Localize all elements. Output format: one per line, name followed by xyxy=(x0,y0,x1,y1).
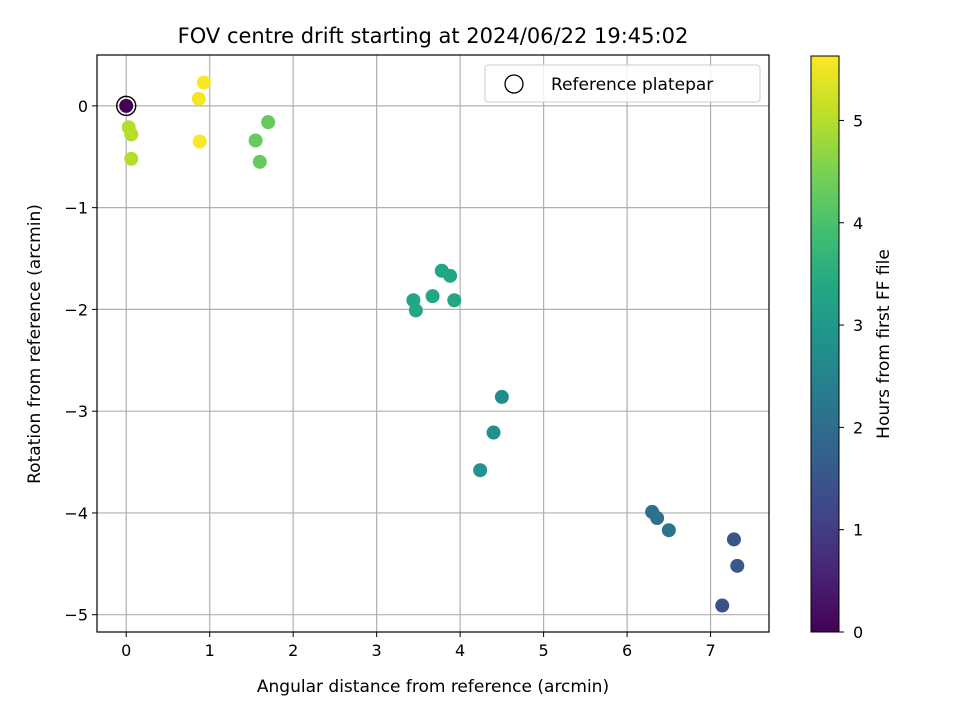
x-tick-label: 6 xyxy=(622,641,632,660)
data-point xyxy=(248,133,263,148)
y-tick-label: −4 xyxy=(64,504,88,523)
legend-entry-reference-platepar: Reference platepar xyxy=(551,75,713,95)
data-point xyxy=(443,268,458,283)
y-axis: 0 −1 −2 −3 −4 −5 xyxy=(64,97,97,625)
colorbar-tick-label: 5 xyxy=(853,111,863,130)
data-point xyxy=(486,425,501,440)
y-tick-label: 0 xyxy=(78,97,88,116)
data-point xyxy=(261,115,276,130)
data-point xyxy=(191,91,206,106)
x-tick-label: 5 xyxy=(539,641,549,660)
reference-platepar-marker xyxy=(116,95,137,117)
data-point xyxy=(494,389,509,404)
colorbar-tick-label: 4 xyxy=(853,214,863,233)
scatter-points xyxy=(116,75,745,613)
legend: Reference platepar xyxy=(484,64,761,103)
data-point xyxy=(715,598,730,613)
x-axis: 0 1 2 3 4 5 6 7 xyxy=(121,632,716,660)
data-point xyxy=(650,511,665,526)
colorbar-tick-label: 2 xyxy=(853,418,863,437)
y-tick-label: −3 xyxy=(64,402,88,421)
colorbar-tick-label: 3 xyxy=(853,316,863,335)
colorbar-label: Hours from first FF file xyxy=(874,249,894,439)
colorbar-gradient xyxy=(810,55,840,633)
colorbar-tick-label: 0 xyxy=(853,623,863,642)
data-point xyxy=(124,127,139,142)
y-tick-label: −1 xyxy=(64,199,88,218)
colorbar-ticks: 0 1 2 3 4 5 xyxy=(839,111,863,642)
x-tick-label: 1 xyxy=(205,641,215,660)
legend-box xyxy=(484,64,761,103)
x-tick-label: 7 xyxy=(705,641,715,660)
data-point xyxy=(447,293,462,308)
data-point xyxy=(196,75,211,90)
data-point xyxy=(726,532,741,547)
data-point xyxy=(425,289,440,304)
data-point xyxy=(192,134,207,149)
data-point xyxy=(730,558,745,573)
x-tick-label: 3 xyxy=(372,641,382,660)
y-tick-label: −5 xyxy=(64,606,88,625)
plot-frame xyxy=(96,54,770,633)
data-point xyxy=(119,98,134,113)
data-point xyxy=(473,463,488,478)
y-axis-label: Rotation from reference (arcmin) xyxy=(25,204,45,484)
y-tick-label: −2 xyxy=(64,300,88,319)
x-tick-label: 4 xyxy=(455,641,465,660)
data-point xyxy=(408,303,423,318)
data-point xyxy=(661,523,676,538)
x-axis-label: Angular distance from reference (arcmin) xyxy=(257,677,609,697)
colorbar: 0 1 2 3 4 5 Hours from first FF file xyxy=(810,55,894,642)
data-point xyxy=(124,151,139,166)
chart-title: FOV centre drift starting at 2024/06/22 … xyxy=(178,24,689,48)
x-tick-label: 2 xyxy=(288,641,298,660)
data-point xyxy=(252,154,267,169)
colorbar-tick-label: 1 xyxy=(853,521,863,540)
legend-marker xyxy=(504,74,524,94)
x-tick-label: 0 xyxy=(121,641,131,660)
